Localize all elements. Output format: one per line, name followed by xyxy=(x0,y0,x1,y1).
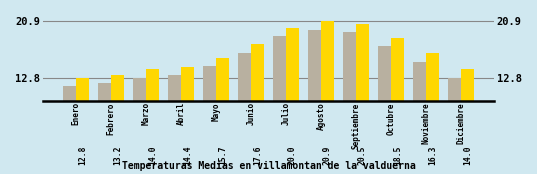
Text: 15.7: 15.7 xyxy=(218,145,227,164)
Bar xyxy=(321,21,333,167)
Bar xyxy=(182,67,194,167)
Bar xyxy=(343,32,355,167)
Bar xyxy=(133,78,146,167)
Bar xyxy=(238,53,251,167)
Text: 18.5: 18.5 xyxy=(393,145,402,164)
Bar xyxy=(216,58,229,167)
Text: 13.2: 13.2 xyxy=(113,145,122,164)
Bar xyxy=(63,86,76,167)
Bar xyxy=(111,75,124,167)
Text: 20.5: 20.5 xyxy=(358,145,367,164)
Text: 12.8: 12.8 xyxy=(78,145,87,164)
Bar xyxy=(286,27,299,167)
Bar xyxy=(251,44,264,167)
Bar xyxy=(169,75,180,167)
Text: 14.0: 14.0 xyxy=(463,145,472,164)
Bar xyxy=(357,24,368,167)
Text: Temperaturas Medias en villamontan de la valduerna: Temperaturas Medias en villamontan de la… xyxy=(121,160,416,171)
Text: 20.9: 20.9 xyxy=(323,145,332,164)
Bar xyxy=(147,69,158,167)
Bar xyxy=(308,30,321,167)
Text: 20.0: 20.0 xyxy=(288,145,297,164)
Text: 14.0: 14.0 xyxy=(148,145,157,164)
Bar xyxy=(98,84,111,167)
Bar xyxy=(448,78,461,167)
Bar xyxy=(204,66,216,167)
Bar xyxy=(76,78,89,167)
Text: 17.6: 17.6 xyxy=(253,145,262,164)
Bar xyxy=(273,36,286,167)
Bar xyxy=(413,62,426,167)
Bar xyxy=(461,69,474,167)
Text: 14.4: 14.4 xyxy=(183,145,192,164)
Text: 16.3: 16.3 xyxy=(428,145,437,164)
Bar xyxy=(426,53,439,167)
Bar xyxy=(391,38,404,167)
Bar xyxy=(379,46,390,167)
